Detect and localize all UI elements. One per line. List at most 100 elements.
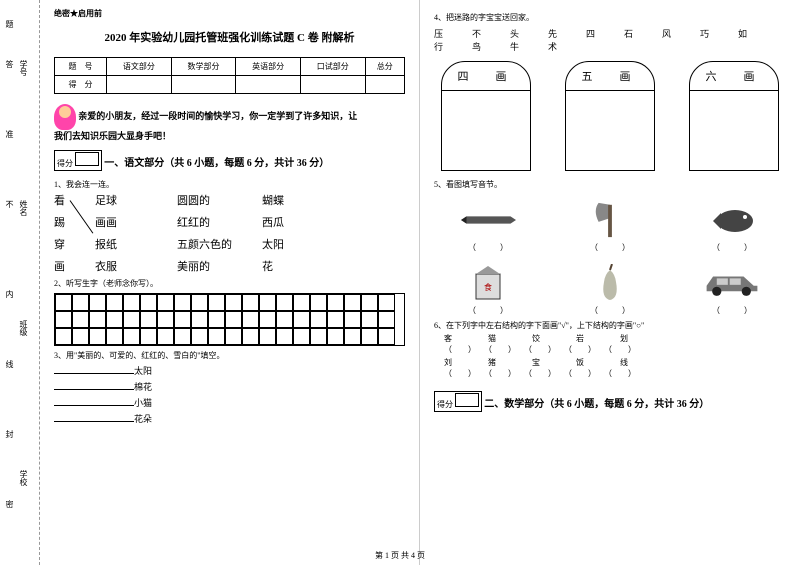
grid-cell [72, 311, 89, 328]
grid-cell [225, 311, 242, 328]
table-row: 题 号 语文部分 数学部分 英语部分 口试部分 总分 [55, 58, 405, 76]
grid-cell [344, 328, 361, 345]
grid-cell [55, 294, 72, 311]
table-cell [171, 76, 236, 94]
grid-cell [106, 311, 123, 328]
grid-cell [259, 328, 276, 345]
door-4: 四 画 [441, 61, 531, 171]
grid-cell [361, 311, 378, 328]
grid-cell [106, 328, 123, 345]
grid-cell [259, 311, 276, 328]
paren: （ ） [575, 305, 645, 316]
intro-text: 亲爱的小朋友，经过一段时间的愉快学习，你一定学到了许多知识，让 我们去知识乐园大… [54, 104, 405, 144]
secret-tag: 绝密★启用前 [54, 8, 405, 19]
fill-blank [54, 396, 134, 406]
grid-cell [242, 328, 259, 345]
grid-cell [310, 311, 327, 328]
table-header: 题 号 [55, 58, 107, 76]
picture-axe: （ ） [575, 200, 645, 253]
margin-label-id: 学号 [18, 60, 29, 76]
match-item: 蝴蝶 [262, 192, 284, 208]
grid-cell [89, 294, 106, 311]
q2-num: 2、听写生字（老师念你写）。 [54, 278, 405, 289]
q3-fills: 太阳 棉花 小猫 花朵 [54, 364, 405, 425]
match-item: 穿 [54, 236, 65, 252]
q6-row2: 刘 猪 宝 饭 线 [444, 357, 786, 368]
svg-text:食: 食 [484, 282, 492, 292]
left-column: 绝密★启用前 2020 年实验幼儿园托管班强化训练试题 C 卷 附解析 题 号 … [40, 0, 420, 565]
grid-cell [276, 328, 293, 345]
grid-cell [157, 311, 174, 328]
grid-cell [344, 311, 361, 328]
fill-word: 棉花 [134, 382, 152, 392]
right-column: 4、把迷路的字宝宝送回家。 压 不 头 先 四 石 风 巧 如 行 鸟 牛 术 … [420, 0, 800, 565]
score-box: 得分 [54, 150, 102, 171]
score-box-label: 得分 [57, 159, 73, 168]
margin-seal-char: 题 [4, 20, 15, 28]
match-item: 五颜六色的 [177, 236, 232, 252]
grid-cell [72, 328, 89, 345]
match-col-a: 看 踢 穿 画 [54, 192, 65, 274]
door-6: 六 画 [689, 61, 779, 171]
door-label: 五 画 [565, 61, 655, 91]
grid-cell [310, 294, 327, 311]
match-col-c: 圆圆的 红红的 五颜六色的 美丽的 [177, 192, 232, 274]
match-item: 花 [262, 258, 284, 274]
fill-word: 小猫 [134, 398, 152, 408]
table-cell [107, 76, 172, 94]
q4-doors: 四 画 五 画 六 画 [434, 61, 786, 171]
section-2-title: 二、数学部分（共 6 小题，每题 6 分，共计 36 分） [484, 399, 709, 410]
car-icon [702, 263, 762, 303]
score-box-field [455, 393, 479, 407]
paren: （ ） [575, 242, 645, 253]
margin-seal-char: 密 [4, 500, 15, 508]
door-label: 四 画 [441, 61, 531, 91]
writing-grid [54, 293, 405, 346]
match-item: 踢 [54, 214, 65, 230]
grid-cell [293, 294, 310, 311]
q1-match: 看 踢 穿 画 足球 画画 报纸 衣服 圆圆的 红红的 五颜六色的 美丽的 [54, 192, 405, 274]
door-5: 五 画 [565, 61, 655, 171]
grid-cell [378, 328, 395, 345]
paren: （ ） [697, 242, 767, 253]
margin-seal-char: 线 [4, 360, 15, 368]
pear-icon [580, 263, 640, 303]
binding-margin: 学号 姓名 班级 学校 题 答 准 不 内 线 封 密 [0, 0, 40, 565]
margin-label-name: 姓名 [18, 200, 29, 216]
grid-cell [208, 311, 225, 328]
match-item: 足球 [95, 192, 117, 208]
bag-icon: 食 [458, 263, 518, 303]
grid-cell [174, 311, 191, 328]
picture-pencil: （ ） [453, 200, 523, 253]
grid-cell [378, 311, 395, 328]
grid-cell [327, 311, 344, 328]
fill-word: 花朵 [134, 414, 152, 424]
match-item: 看 [54, 192, 65, 208]
door-body [441, 91, 531, 171]
grid-cell [361, 328, 378, 345]
q4-chars: 压 不 头 先 四 石 风 巧 如 行 鸟 牛 术 [434, 27, 786, 53]
fill-word: 太阳 [134, 366, 152, 376]
table-header: 总分 [365, 58, 404, 76]
grid-cell [123, 294, 140, 311]
grid-cell [140, 294, 157, 311]
picture-bag: 食 （ ） [453, 263, 523, 316]
grid-cell [293, 328, 310, 345]
intro-line1: 亲爱的小朋友，经过一段时间的愉快学习，你一定学到了许多知识，让 [78, 111, 357, 121]
grid-cell [174, 294, 191, 311]
match-item: 红红的 [177, 214, 232, 230]
margin-seal-char: 准 [4, 130, 15, 138]
page-title: 2020 年实验幼儿园托管班强化训练试题 C 卷 附解析 [54, 29, 405, 45]
grid-cell [327, 328, 344, 345]
score-box-field [75, 152, 99, 166]
grid-cell [327, 294, 344, 311]
fill-blank [54, 380, 134, 390]
grid-cell [208, 294, 225, 311]
q6-paren2: （ ） （ ） （ ） （ ） （ ） [444, 368, 786, 379]
page-footer: 第 1 页 共 4 页 [0, 550, 800, 561]
grid-cell [259, 294, 276, 311]
grid-cell [361, 294, 378, 311]
grid-cell [106, 294, 123, 311]
q4-num: 4、把迷路的字宝宝送回家。 [434, 12, 786, 23]
grid-cell [89, 328, 106, 345]
